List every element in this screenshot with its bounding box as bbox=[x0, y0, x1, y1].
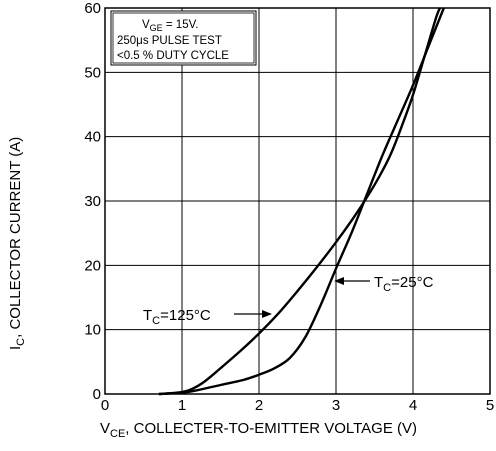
note-line-duty: <0.5 % DUTY CYCLE bbox=[117, 50, 229, 62]
series-curves bbox=[158, 7, 445, 396]
series-label-tc125-arrowhead bbox=[262, 310, 272, 318]
series-label-tc25-arrowhead bbox=[334, 277, 344, 285]
x-tick-label: 5 bbox=[486, 397, 494, 414]
y-tick-label: 40 bbox=[84, 129, 101, 146]
series-label-tc25: TC=25°C bbox=[334, 274, 434, 294]
y-tick-label: 10 bbox=[84, 322, 101, 339]
y-tick-label: 20 bbox=[84, 257, 101, 274]
x-tick-label: 2 bbox=[255, 397, 263, 414]
x-axis-label: VCE, COLLECTER-TO-EMITTER VOLTAGE (V) bbox=[100, 420, 417, 440]
y-tick-label: 0 bbox=[93, 386, 101, 403]
y-tick-label: 60 bbox=[84, 0, 101, 17]
x-tick-label: 3 bbox=[332, 397, 340, 414]
y-axis-label: IC, COLLECTOR CURRENT (A) bbox=[7, 137, 27, 350]
series-label-tc25-text: TC=25°C bbox=[374, 274, 434, 294]
y-tick-label: 50 bbox=[84, 64, 101, 81]
series-line-tc25 bbox=[158, 7, 445, 396]
x-tick-label: 0 bbox=[101, 397, 109, 414]
test-conditions-note: VGE = 15V. 250μs PULSE TEST <0.5 % DUTY … bbox=[110, 10, 257, 66]
series-line-tc125 bbox=[158, 7, 442, 396]
note-inner-border bbox=[112, 12, 255, 64]
series-label-tc125: TC=125°C bbox=[143, 307, 272, 327]
note-border bbox=[110, 10, 257, 66]
grid-lines bbox=[105, 8, 490, 394]
note-line-pulse: 250μs PULSE TEST bbox=[117, 35, 222, 47]
note-line-vge: VGE = 15V. bbox=[142, 19, 198, 33]
x-tick-label: 4 bbox=[409, 397, 417, 414]
y-tick-label: 30 bbox=[84, 193, 101, 210]
series-label-tc125-text: TC=125°C bbox=[143, 307, 211, 327]
plot-frame bbox=[104, 7, 491, 395]
x-tick-label: 1 bbox=[178, 397, 186, 414]
